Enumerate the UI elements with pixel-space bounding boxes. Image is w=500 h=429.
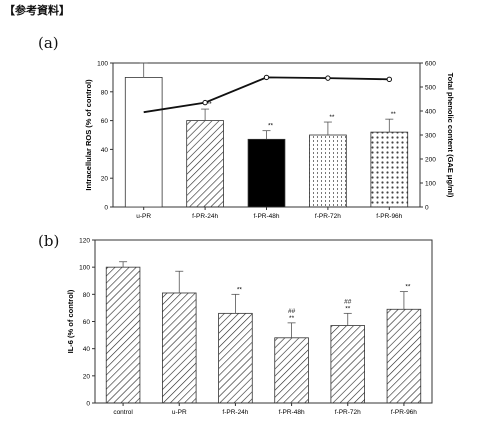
y2-tick-label: 400 xyxy=(425,109,436,116)
line-marker xyxy=(263,74,270,81)
x-tick-label: control xyxy=(113,409,133,416)
y-tick-label: 120 xyxy=(79,238,90,245)
y-tick-label: 80 xyxy=(83,292,91,299)
significance-label: ** xyxy=(207,101,213,108)
y-tick-label: 20 xyxy=(101,176,109,183)
y2-tick-label: 100 xyxy=(425,181,436,188)
y2-tick-label: 500 xyxy=(425,85,436,92)
chart-a: 0 20 40 60 80 100 Intracellular ROS (% of cont… xyxy=(84,61,455,221)
y-axis-label: Intracellular ROS (% of control) xyxy=(84,79,93,191)
bar xyxy=(105,266,141,404)
x-tick-label: f-PR-96h xyxy=(391,409,417,416)
panel-label-a: (a) xyxy=(38,34,59,52)
line-marker xyxy=(386,76,392,83)
y2-axis-label: Total phenolic content (GAE μg/ml) xyxy=(446,73,455,198)
significance-label: ** xyxy=(268,123,274,130)
significance-label: ** xyxy=(237,286,243,293)
significance-label: ## xyxy=(288,308,296,315)
x-tick-label: f-PR-48h xyxy=(253,213,279,220)
x-tick-label: f-PR-96h xyxy=(376,213,402,220)
bar xyxy=(370,131,409,208)
bar xyxy=(386,308,422,404)
significance-label: ## xyxy=(344,298,352,305)
y2-tick-label: 0 xyxy=(425,205,429,212)
significance-label: ** xyxy=(329,114,335,121)
bar xyxy=(330,325,365,404)
significance-label: ** xyxy=(391,111,397,118)
bar xyxy=(186,120,224,208)
x-tick-label: u-PR xyxy=(172,409,187,416)
x-tick-label: f-PR-72h xyxy=(315,213,341,220)
y-tick-label: 0 xyxy=(86,401,90,408)
bar xyxy=(124,77,163,208)
y2-tick-label: 200 xyxy=(425,157,436,164)
bar xyxy=(309,134,347,208)
x-tick-label: f-PR-24h xyxy=(222,409,248,416)
y-tick-label: 60 xyxy=(101,118,109,125)
y-tick-label: 100 xyxy=(97,61,108,68)
x-tick-label: f-PR-48h xyxy=(279,409,305,416)
y-tick-label: 40 xyxy=(83,346,91,353)
significance-label: ** xyxy=(405,284,411,291)
page-title: 【参考資料】 xyxy=(4,4,70,17)
y-tick-label: 40 xyxy=(101,147,109,154)
significance-label: ** xyxy=(345,305,351,312)
bar xyxy=(274,337,309,404)
plot-frame xyxy=(94,239,433,404)
y-tick-label: 0 xyxy=(104,205,108,212)
y-tick-label: 100 xyxy=(79,265,90,272)
y2-tick-label: 600 xyxy=(425,61,436,68)
x-tick-label: f-PR-24h xyxy=(192,213,218,220)
significance-label: ** xyxy=(289,315,295,322)
x-tick-label: u-PR xyxy=(136,213,151,220)
line-marker xyxy=(325,75,331,81)
bar xyxy=(218,312,253,404)
panel-label-b: (b) xyxy=(38,232,60,250)
x-tick-label: f-PR-72h xyxy=(335,409,361,416)
bar xyxy=(247,138,286,208)
y-tick-label: 60 xyxy=(83,319,91,326)
chart-b: 0 20 40 60 80 100 120 IL-6 (% of control) contro… xyxy=(66,238,433,416)
bar xyxy=(161,292,197,404)
y-tick-label: 80 xyxy=(101,89,109,96)
phenolic-line xyxy=(143,76,390,114)
y-tick-label: 20 xyxy=(83,373,91,380)
y2-tick-label: 300 xyxy=(425,133,436,140)
line-marker xyxy=(202,99,208,106)
y-axis-label: IL-6 (% of control) xyxy=(66,289,75,353)
